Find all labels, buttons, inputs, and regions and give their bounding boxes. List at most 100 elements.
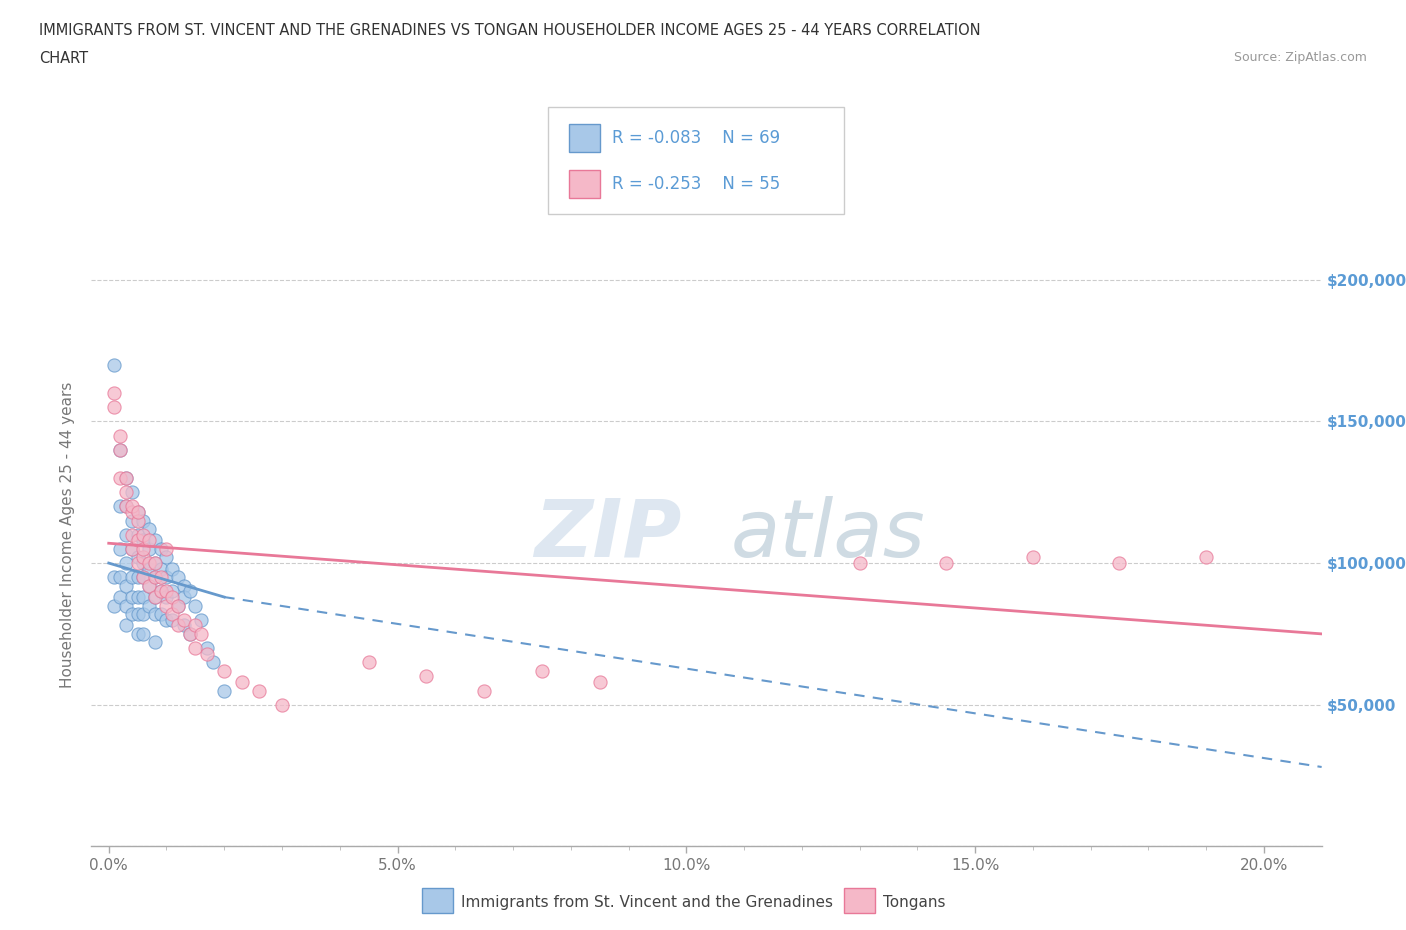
Point xyxy=(149,562,172,577)
Point xyxy=(121,499,143,514)
Point xyxy=(115,499,138,514)
Point xyxy=(138,555,160,570)
Point xyxy=(127,505,149,520)
Point xyxy=(162,606,184,621)
Point xyxy=(110,443,132,458)
Point xyxy=(162,562,184,577)
Point xyxy=(110,499,132,514)
Point xyxy=(848,555,870,570)
Point xyxy=(121,527,143,542)
Point xyxy=(143,555,166,570)
Point xyxy=(155,590,177,604)
Point xyxy=(115,471,138,485)
Point xyxy=(132,527,155,542)
Point xyxy=(138,533,160,548)
Point xyxy=(149,584,172,599)
Text: Tongans: Tongans xyxy=(883,895,945,910)
Point xyxy=(173,618,195,632)
Point xyxy=(138,522,160,537)
Point xyxy=(173,590,195,604)
Point xyxy=(121,541,143,556)
Point xyxy=(143,606,166,621)
Point xyxy=(190,627,212,642)
Point xyxy=(110,541,132,556)
Point xyxy=(155,612,177,627)
Point xyxy=(357,655,380,670)
Point xyxy=(115,598,138,613)
Point xyxy=(127,550,149,565)
Point xyxy=(155,584,177,599)
Point xyxy=(231,674,253,689)
Text: Source: ZipAtlas.com: Source: ZipAtlas.com xyxy=(1233,51,1367,64)
Point xyxy=(110,590,132,604)
Point xyxy=(121,505,143,520)
Point xyxy=(173,612,195,627)
Point xyxy=(155,550,177,565)
Point xyxy=(271,698,294,712)
Point xyxy=(162,590,184,604)
Point xyxy=(415,669,437,684)
Point xyxy=(110,443,132,458)
Point xyxy=(103,357,125,372)
Point xyxy=(138,578,160,593)
Point xyxy=(184,641,207,656)
Point xyxy=(121,570,143,585)
Point xyxy=(115,527,138,542)
Point xyxy=(155,570,177,585)
Point xyxy=(132,570,155,585)
Text: atlas: atlas xyxy=(731,496,927,574)
Point xyxy=(167,618,190,632)
Point xyxy=(143,570,166,585)
Point xyxy=(212,663,235,678)
Point xyxy=(121,606,143,621)
Point xyxy=(149,606,172,621)
Point xyxy=(167,598,190,613)
Y-axis label: Householder Income Ages 25 - 44 years: Householder Income Ages 25 - 44 years xyxy=(60,381,76,688)
Point xyxy=(138,562,160,577)
Point xyxy=(132,513,155,528)
Point xyxy=(195,641,218,656)
Point xyxy=(472,684,495,698)
Point xyxy=(530,663,553,678)
Point xyxy=(167,570,190,585)
Point xyxy=(1108,555,1130,570)
Text: R = -0.253    N = 55: R = -0.253 N = 55 xyxy=(612,175,780,193)
Point xyxy=(103,570,125,585)
Point xyxy=(110,570,132,585)
Point xyxy=(132,541,155,556)
Point xyxy=(127,533,149,548)
Point xyxy=(138,541,160,556)
Point xyxy=(115,499,138,514)
Point xyxy=(143,555,166,570)
Point xyxy=(167,598,190,613)
Point xyxy=(127,570,149,585)
Point xyxy=(935,555,957,570)
Point xyxy=(127,606,149,621)
Point xyxy=(103,598,125,613)
Point xyxy=(115,578,138,593)
Point xyxy=(103,400,125,415)
Point xyxy=(149,570,172,585)
Point xyxy=(115,618,138,632)
Point xyxy=(149,541,172,556)
Point xyxy=(179,627,201,642)
Text: IMMIGRANTS FROM ST. VINCENT AND THE GRENADINES VS TONGAN HOUSEHOLDER INCOME AGES: IMMIGRANTS FROM ST. VINCENT AND THE GREN… xyxy=(39,23,981,38)
Point xyxy=(1195,550,1218,565)
Point xyxy=(121,590,143,604)
Point xyxy=(155,598,177,613)
Point xyxy=(132,590,155,604)
Point xyxy=(179,627,201,642)
Point xyxy=(132,550,155,565)
Point xyxy=(132,570,155,585)
Point xyxy=(212,684,235,698)
Point xyxy=(115,555,138,570)
Point xyxy=(143,570,166,585)
Point xyxy=(589,674,612,689)
Point xyxy=(201,655,224,670)
Point xyxy=(1022,550,1045,565)
Point xyxy=(138,598,160,613)
Point xyxy=(143,533,166,548)
Point xyxy=(184,598,207,613)
Point xyxy=(127,505,149,520)
Point xyxy=(121,485,143,499)
